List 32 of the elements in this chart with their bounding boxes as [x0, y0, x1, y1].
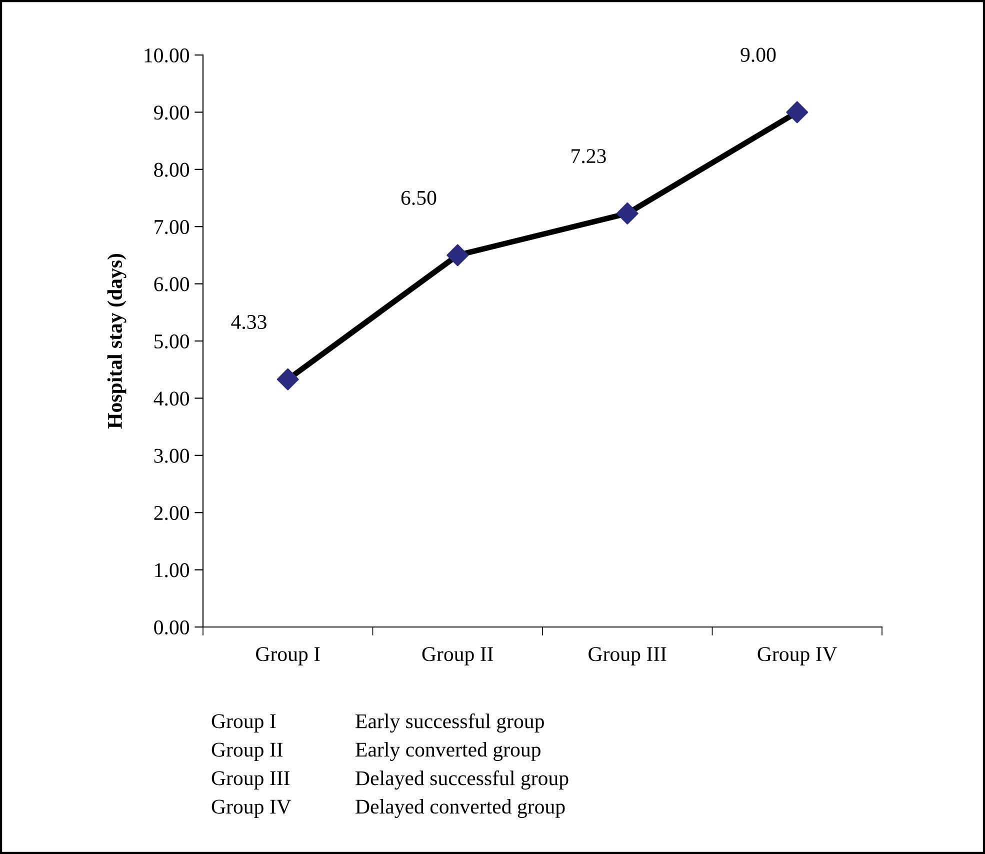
x-tick-label: Group III	[588, 647, 666, 666]
point	[616, 202, 638, 224]
y-tick-label: 1.00	[155, 563, 190, 578]
y-tick-label: 9.00	[154, 106, 190, 120]
x-tick-label: Group II	[422, 647, 494, 666]
x-tick-label: Group I	[256, 647, 320, 666]
y-tick-label: 7.00	[154, 220, 190, 234]
text: Delayed converted group	[356, 799, 565, 818]
y-tick-label: 6.00	[154, 277, 190, 292]
y-tick-label: 8.00	[154, 162, 190, 177]
y-tick-label: 2.00	[154, 506, 190, 520]
text: Group III	[212, 771, 290, 790]
x-tick-label: Group IV	[758, 647, 838, 666]
text: Group IV	[212, 800, 292, 818]
point	[446, 244, 469, 266]
y-tick-label: 0.00	[154, 620, 190, 635]
data-label: 6.50	[401, 190, 436, 205]
text: Group I	[212, 714, 276, 732]
text: Early successful group	[356, 713, 544, 733]
y-tick-label: 5.00	[154, 334, 190, 349]
y-tick-label: 4.00	[154, 392, 190, 406]
text: Group II	[212, 742, 283, 761]
y-tick-label: 3.00	[154, 448, 190, 463]
point	[786, 101, 808, 124]
data-label: 7.23	[572, 149, 606, 164]
y-axis-title: Hospital stay (days)	[107, 254, 126, 429]
text: Early converted group	[356, 742, 540, 761]
data-label: 9.00	[740, 48, 776, 62]
data-label: 4.33	[231, 314, 266, 330]
y-tick-label: 10.00	[144, 48, 190, 63]
text: Delayed successful group	[356, 770, 568, 790]
point	[276, 368, 299, 390]
